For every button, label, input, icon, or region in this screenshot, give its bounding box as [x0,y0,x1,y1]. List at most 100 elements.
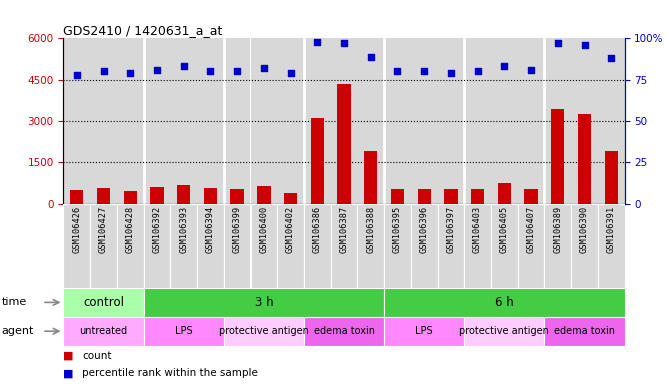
Text: LPS: LPS [415,326,433,336]
Bar [144,317,224,346]
Bar [571,38,598,204]
Point [419,68,430,74]
Bar [331,38,357,204]
Text: GSM106403: GSM106403 [473,206,482,253]
Point [125,70,136,76]
Bar [224,204,250,288]
Text: protective antigen: protective antigen [219,326,309,336]
Text: GSM106407: GSM106407 [526,206,536,253]
Point [365,53,376,60]
Text: GSM106393: GSM106393 [179,206,188,253]
Bar [498,183,511,204]
Text: GDS2410 / 1420631_a_at: GDS2410 / 1420631_a_at [63,24,223,37]
Bar [117,38,144,204]
Text: count: count [82,351,112,361]
Bar [97,189,110,204]
Bar [551,109,564,204]
Text: percentile rank within the sample: percentile rank within the sample [82,368,258,378]
Text: control: control [83,296,124,309]
Bar [144,288,384,317]
Bar [464,204,491,288]
Point [178,63,189,70]
Text: untreated: untreated [79,326,128,336]
Bar [177,185,190,204]
Bar [90,38,117,204]
Point [446,70,456,76]
Text: GSM106402: GSM106402 [286,206,295,253]
Bar [357,38,384,204]
Bar [170,38,197,204]
Bar [571,204,598,288]
Bar [337,84,351,204]
Bar [438,38,464,204]
Bar [471,189,484,204]
Text: ■: ■ [63,351,74,361]
Bar [578,114,591,204]
Text: GSM106399: GSM106399 [232,206,242,253]
Text: protective antigen: protective antigen [460,326,549,336]
Text: edema toxin: edema toxin [554,326,615,336]
Bar [491,38,518,204]
Bar [150,187,164,204]
Bar [63,204,90,288]
Text: GSM106395: GSM106395 [393,206,402,253]
Bar [197,38,224,204]
Point [339,40,349,46]
Bar [277,38,304,204]
Bar [524,189,538,204]
Bar [204,188,217,204]
Bar [331,204,357,288]
Bar [364,151,377,204]
Point [285,70,296,76]
Text: GSM106396: GSM106396 [420,206,429,253]
Text: GSM106397: GSM106397 [446,206,456,253]
Text: GSM106392: GSM106392 [152,206,162,253]
Text: ■: ■ [63,368,74,378]
Point [152,67,162,73]
Bar [391,189,404,204]
Bar [598,204,625,288]
Point [579,42,590,48]
Bar [144,204,170,288]
Point [552,40,563,46]
Point [232,68,242,74]
Bar [384,38,411,204]
Point [499,63,510,70]
Text: agent: agent [1,326,33,336]
Bar [444,189,458,204]
Bar [230,189,244,204]
Bar [411,38,438,204]
Bar [224,38,250,204]
Text: 6 h: 6 h [495,296,514,309]
Text: 3 h: 3 h [255,296,273,309]
Bar [311,118,324,204]
Bar [90,204,117,288]
Point [392,68,403,74]
Point [259,65,269,71]
Text: GSM106426: GSM106426 [72,206,81,253]
Bar [63,288,144,317]
Point [71,72,82,78]
Bar [544,38,571,204]
Bar [124,191,137,204]
Bar [518,204,544,288]
Point [606,55,617,61]
Bar [304,317,384,346]
Bar [518,38,544,204]
Bar [438,204,464,288]
Bar [63,317,144,346]
Bar [598,38,625,204]
Bar [197,204,224,288]
Point [205,68,216,74]
Bar [384,317,464,346]
Text: GSM106428: GSM106428 [126,206,135,253]
Bar [284,192,297,204]
Bar [464,38,491,204]
Bar [144,38,170,204]
Bar [70,190,84,204]
Text: GSM106394: GSM106394 [206,206,215,253]
Text: GSM106391: GSM106391 [607,206,616,253]
Point [472,68,483,74]
Text: LPS: LPS [175,326,192,336]
Bar [411,204,438,288]
